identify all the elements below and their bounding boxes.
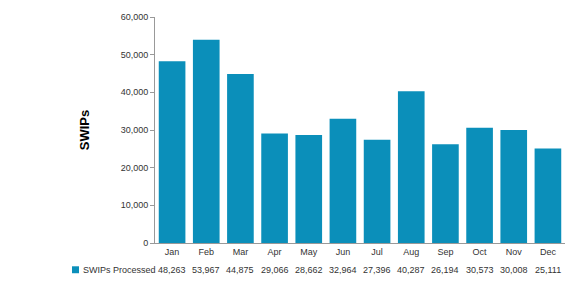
svg-text:Apr: Apr <box>268 247 282 257</box>
svg-text:May: May <box>300 247 318 257</box>
svg-text:25,111: 25,111 <box>535 265 561 275</box>
svg-text:Aug: Aug <box>403 247 419 257</box>
svg-text:40,287: 40,287 <box>397 265 425 275</box>
svg-text:Jun: Jun <box>336 247 351 257</box>
svg-text:Sep: Sep <box>437 247 453 257</box>
svg-text:53,967: 53,967 <box>192 265 220 275</box>
svg-text:10,000: 10,000 <box>121 200 149 210</box>
svg-text:40,000: 40,000 <box>121 87 149 97</box>
svg-text:29,066: 29,066 <box>261 265 289 275</box>
svg-text:Mar: Mar <box>233 247 249 257</box>
svg-text:Jul: Jul <box>371 247 383 257</box>
svg-text:Feb: Feb <box>198 247 214 257</box>
svg-text:30,573: 30,573 <box>466 265 494 275</box>
svg-text:30,008: 30,008 <box>500 265 528 275</box>
svg-text:Jan: Jan <box>165 247 180 257</box>
svg-text:50,000: 50,000 <box>121 50 149 60</box>
svg-text:27,396: 27,396 <box>363 265 391 275</box>
svg-text:Dec: Dec <box>540 247 557 257</box>
svg-text:48,263: 48,263 <box>158 265 186 275</box>
svg-text:60,000: 60,000 <box>121 12 149 22</box>
svg-text:26,194: 26,194 <box>431 265 459 275</box>
svg-text:0: 0 <box>143 238 148 248</box>
svg-text:20,000: 20,000 <box>121 163 149 173</box>
svg-text:32,964: 32,964 <box>329 265 357 275</box>
svg-text:SWIPs: SWIPs <box>77 110 92 150</box>
svg-text:44,875: 44,875 <box>226 265 254 275</box>
svg-text:Nov: Nov <box>506 247 523 257</box>
svg-text:28,662: 28,662 <box>295 265 323 275</box>
svg-text:30,000: 30,000 <box>121 125 149 135</box>
svg-text:Oct: Oct <box>473 247 488 257</box>
svg-text:SWIPs Processed: SWIPs Processed <box>83 265 156 275</box>
